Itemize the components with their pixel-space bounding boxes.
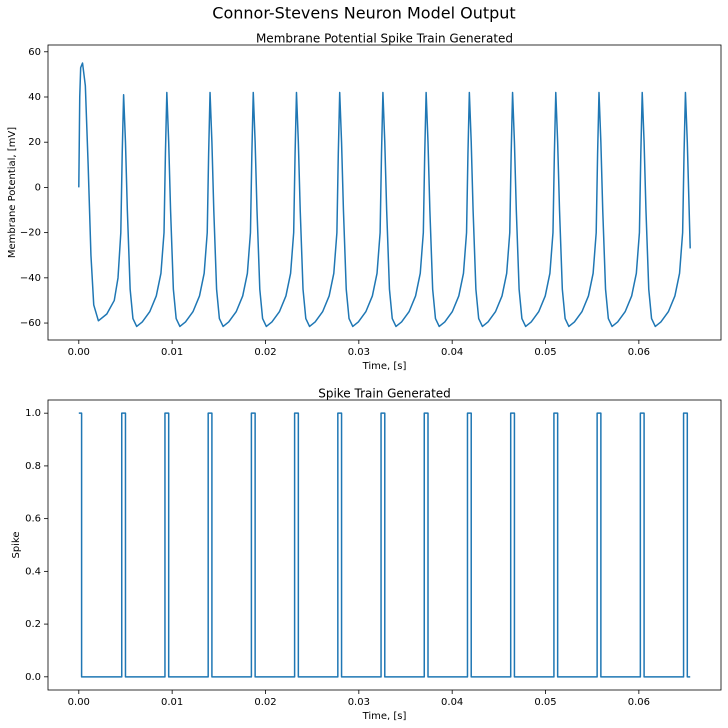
y-tick-label: −40 <box>20 273 41 284</box>
x-tick-label: 0.05 <box>534 347 556 358</box>
y-tick-label: 0.0 <box>25 672 41 683</box>
y-tick-label: 20 <box>28 137 41 148</box>
x-tick-label: 0.04 <box>441 347 463 358</box>
y-axis-label: Spike <box>11 531 22 558</box>
y-tick-label: 1.0 <box>25 408 41 419</box>
x-tick-label: 0.00 <box>68 347 90 358</box>
x-tick-label: 0.01 <box>161 347 183 358</box>
figure-title: Connor-Stevens Neuron Model Output <box>212 4 515 23</box>
y-tick-label: −60 <box>20 318 41 329</box>
y-tick-label: 40 <box>28 92 41 103</box>
axes-frame <box>47 399 722 691</box>
subplot-title: Membrane Potential Spike Train Generated <box>256 32 513 46</box>
data-line <box>78 412 691 678</box>
data-line <box>78 62 691 328</box>
x-tick-label: 0.00 <box>68 697 90 708</box>
y-tick-label: 0.4 <box>25 566 41 577</box>
axes-frame <box>47 44 722 341</box>
x-tick-label: 0.02 <box>254 347 276 358</box>
x-tick-label: 0.06 <box>628 347 650 358</box>
x-tick-label: 0.06 <box>628 697 650 708</box>
x-tick-label: 0.03 <box>348 697 370 708</box>
y-tick-label: 0.6 <box>25 514 41 525</box>
x-tick-label: 0.04 <box>441 697 463 708</box>
y-tick-label: −20 <box>20 228 41 239</box>
x-tick-label: 0.03 <box>348 347 370 358</box>
subplot-title: Spike Train Generated <box>318 387 451 401</box>
y-axis-label: Membrane Potential, [mV] <box>7 127 18 258</box>
y-tick-label: 0.8 <box>25 461 41 472</box>
x-axis-label: Time, [s] <box>362 711 407 722</box>
x-axis-label: Time, [s] <box>362 361 407 372</box>
y-tick-label: 0.2 <box>25 619 41 630</box>
x-tick-label: 0.01 <box>161 697 183 708</box>
x-tick-label: 0.02 <box>254 697 276 708</box>
y-tick-label: 0 <box>35 182 41 193</box>
x-tick-label: 0.05 <box>534 697 556 708</box>
y-tick-label: 60 <box>28 47 41 58</box>
